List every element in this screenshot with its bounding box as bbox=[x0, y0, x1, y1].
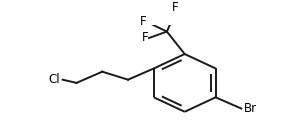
Text: Cl: Cl bbox=[48, 73, 60, 86]
Text: F: F bbox=[141, 31, 148, 44]
Text: Br: Br bbox=[244, 102, 257, 115]
Text: F: F bbox=[140, 15, 146, 28]
Text: F: F bbox=[171, 1, 178, 14]
